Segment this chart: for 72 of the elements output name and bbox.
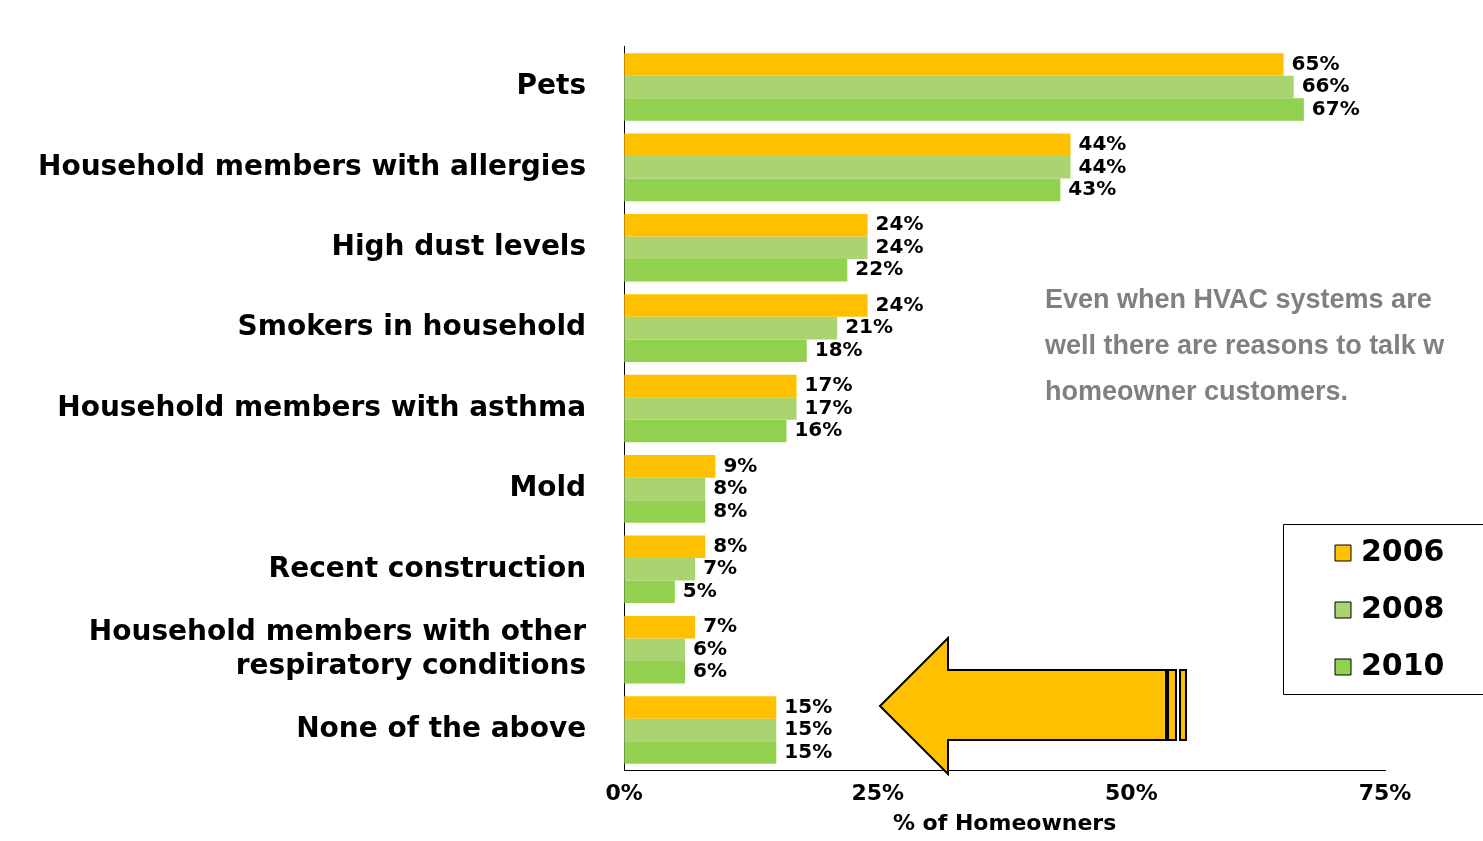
y-tick-label: Household members with asthma bbox=[57, 389, 587, 423]
bar bbox=[624, 718, 777, 742]
bar bbox=[624, 75, 1294, 99]
y-tick-label: Mold bbox=[509, 470, 587, 504]
bar bbox=[624, 696, 777, 719]
data-label: 43% bbox=[1068, 176, 1117, 201]
y-tick-label: Household members with allergies bbox=[37, 148, 587, 182]
bar bbox=[624, 156, 1071, 179]
data-label: 17% bbox=[804, 372, 853, 397]
data-label: 65% bbox=[1291, 50, 1340, 75]
data-label: 24% bbox=[875, 291, 924, 316]
data-label: 44% bbox=[1078, 131, 1127, 156]
y-tick-label: Household members with other respiratory conditions bbox=[88, 614, 587, 681]
x-axis-title: % of Homeowners bbox=[892, 809, 1117, 835]
bar bbox=[624, 259, 848, 282]
data-label: 5% bbox=[682, 577, 717, 602]
bar bbox=[624, 294, 868, 317]
data-label: 67% bbox=[1311, 95, 1360, 120]
data-label: 21% bbox=[845, 314, 894, 339]
y-tick-label: Recent construction bbox=[268, 550, 587, 584]
data-label: 6% bbox=[693, 658, 727, 683]
bar bbox=[624, 477, 706, 501]
data-label: 7% bbox=[703, 555, 738, 580]
data-label: 6% bbox=[693, 635, 727, 660]
data-label: 8% bbox=[713, 497, 748, 522]
bar bbox=[624, 397, 797, 420]
bar bbox=[624, 213, 868, 237]
bar bbox=[624, 339, 807, 362]
data-label: 24% bbox=[875, 211, 924, 236]
data-label: 24% bbox=[875, 233, 924, 258]
bar bbox=[624, 374, 797, 398]
legend-label: 2006 bbox=[1361, 532, 1445, 568]
y-tick-label: None of the above bbox=[296, 711, 587, 745]
data-label: 17% bbox=[804, 394, 853, 419]
data-label: 22% bbox=[855, 256, 904, 281]
bar bbox=[624, 535, 706, 558]
bar bbox=[624, 455, 716, 478]
bar bbox=[624, 98, 1304, 121]
data-label: 15% bbox=[784, 738, 833, 763]
data-label: 44% bbox=[1078, 153, 1127, 178]
bar bbox=[624, 580, 675, 604]
x-tick-label: 75% bbox=[1358, 780, 1412, 806]
data-label: 8% bbox=[713, 475, 748, 500]
bar bbox=[624, 316, 838, 340]
x-tick-label: 0% bbox=[605, 780, 643, 806]
x-tick-label: 50% bbox=[1105, 780, 1158, 806]
bar bbox=[624, 419, 787, 443]
data-label: 16% bbox=[794, 417, 843, 442]
bar bbox=[624, 133, 1071, 157]
data-label: 8% bbox=[713, 532, 748, 557]
bar bbox=[624, 660, 685, 684]
bar bbox=[624, 615, 696, 639]
legend-label: 2008 bbox=[1361, 589, 1445, 625]
bar bbox=[624, 236, 868, 259]
bar bbox=[624, 178, 1061, 202]
data-label: 15% bbox=[784, 716, 833, 741]
bar bbox=[624, 638, 685, 661]
bar bbox=[624, 500, 706, 523]
y-tick-label: Pets bbox=[516, 68, 587, 102]
bar bbox=[624, 53, 1284, 76]
data-label: 7% bbox=[703, 613, 738, 638]
y-tick-label: High dust levels bbox=[331, 229, 587, 263]
data-label: 15% bbox=[784, 693, 833, 718]
legend-label: 2010 bbox=[1361, 646, 1445, 682]
y-tick-label: Smokers in household bbox=[237, 309, 587, 343]
data-label: 66% bbox=[1301, 73, 1350, 98]
bar bbox=[624, 741, 777, 764]
annotation: Even when HVAC systems are well there are reasons to talk w homeowner customers. bbox=[1045, 283, 1446, 408]
x-tick-label: 25% bbox=[851, 780, 905, 806]
bar bbox=[624, 558, 696, 581]
data-label: 9% bbox=[723, 452, 758, 477]
data-label: 18% bbox=[814, 336, 863, 361]
